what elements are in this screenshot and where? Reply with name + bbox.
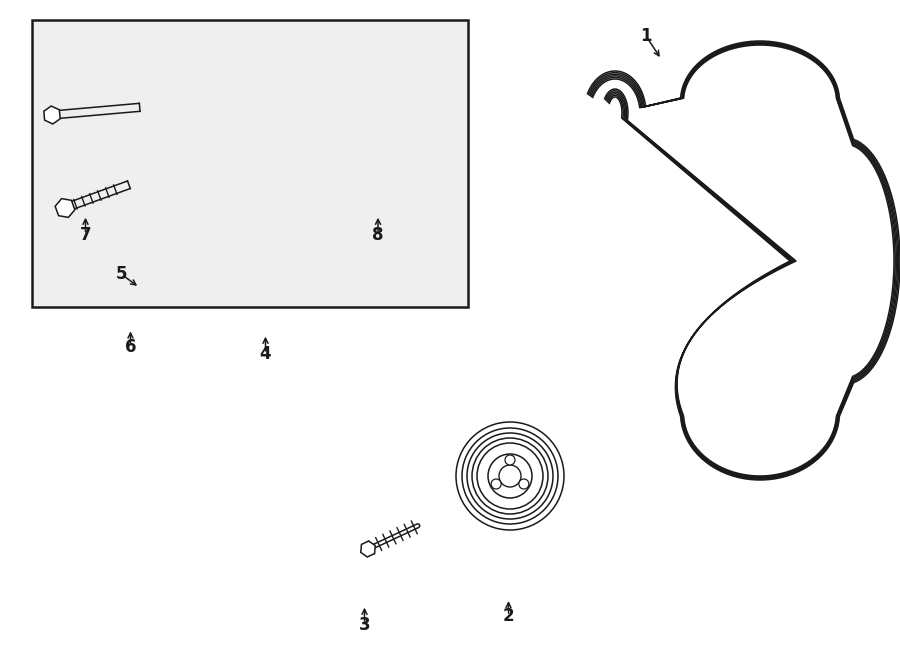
- Polygon shape: [361, 541, 375, 557]
- Circle shape: [499, 465, 521, 487]
- Polygon shape: [55, 198, 75, 217]
- Text: 5: 5: [116, 265, 127, 284]
- Text: 8: 8: [373, 225, 383, 244]
- Text: 4: 4: [260, 344, 271, 363]
- Text: 6: 6: [125, 338, 136, 356]
- Polygon shape: [44, 106, 60, 124]
- Text: 2: 2: [503, 607, 514, 625]
- Circle shape: [488, 454, 532, 498]
- Text: 1: 1: [641, 27, 652, 46]
- Circle shape: [491, 479, 501, 489]
- Text: 7: 7: [80, 225, 91, 244]
- Bar: [32, 20, 468, 307]
- Text: 3: 3: [359, 615, 370, 634]
- Circle shape: [519, 479, 529, 489]
- Circle shape: [505, 455, 515, 465]
